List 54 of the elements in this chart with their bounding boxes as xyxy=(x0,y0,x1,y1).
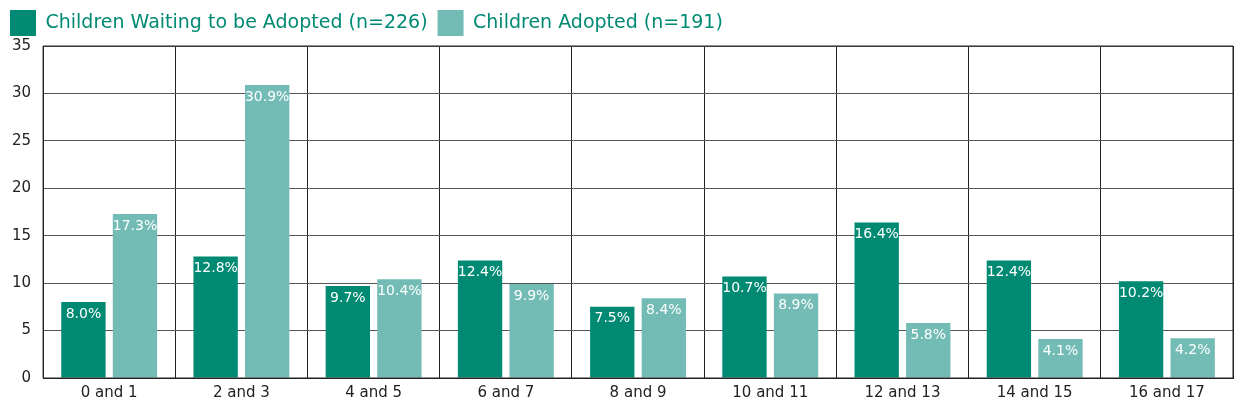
text: 8.4% xyxy=(646,300,682,317)
x-tick-label: 12 and 13 xyxy=(864,382,941,401)
legend-label: Children Waiting to be Adopted (n=226) xyxy=(45,9,428,32)
bar xyxy=(377,279,422,378)
bar xyxy=(773,293,819,378)
text: 12.8% xyxy=(193,259,238,276)
bar xyxy=(61,302,106,378)
x-tick-label: 0 and 1 xyxy=(80,382,138,401)
y-tick-label: 0 xyxy=(21,367,32,386)
text: 4.2% xyxy=(1174,340,1211,357)
text: 9.7% xyxy=(330,288,366,305)
text: 16.4% xyxy=(854,225,899,242)
y-tick-label: 15 xyxy=(11,225,32,244)
x-tick-label: 2 and 3 xyxy=(212,382,270,401)
y-tick-label: 20 xyxy=(11,178,32,197)
text: 8.9% xyxy=(778,296,814,313)
text: 10.4% xyxy=(377,281,422,298)
text: 17.3% xyxy=(112,216,158,233)
bar xyxy=(854,222,899,378)
text: 9.9% xyxy=(513,286,550,303)
text: 5.8% xyxy=(910,325,947,342)
x-tick-label: 4 and 5 xyxy=(345,382,403,401)
x-tick-label: 16 and 17 xyxy=(1128,382,1205,401)
bar xyxy=(641,298,686,378)
bar xyxy=(112,213,158,378)
text: 10.7% xyxy=(722,279,767,296)
bar xyxy=(986,260,1032,378)
bar xyxy=(509,284,554,378)
text: 7.5% xyxy=(594,309,631,326)
bar xyxy=(722,276,767,378)
text: 10.2% xyxy=(1118,283,1164,300)
text: 12.4% xyxy=(457,263,503,280)
x-tick-label: 6 and 7 xyxy=(477,382,535,401)
bar xyxy=(1118,281,1164,378)
bar xyxy=(906,322,951,378)
text: 8.0% xyxy=(65,304,102,321)
bar xyxy=(245,84,290,378)
y-tick-label: 30 xyxy=(11,83,32,102)
y-tick-label: 35 xyxy=(11,35,32,54)
y-tick-label: 25 xyxy=(11,130,32,149)
text: 4.1% xyxy=(1042,341,1079,358)
bar xyxy=(590,306,635,378)
legend-label: Children Adopted (n=191) xyxy=(473,9,723,32)
y-tick-label: 5 xyxy=(21,320,32,339)
text: 12.4% xyxy=(986,263,1032,280)
bar xyxy=(325,285,371,378)
bar xyxy=(457,260,503,378)
x-tick-label: 8 and 9 xyxy=(609,382,667,401)
text: 30.9% xyxy=(244,87,290,104)
bar xyxy=(193,256,238,378)
x-tick-label: 10 and 11 xyxy=(732,382,809,401)
y-tick-label: 10 xyxy=(11,273,32,292)
x-tick-label: 14 and 15 xyxy=(996,382,1073,401)
bar xyxy=(1038,339,1083,378)
